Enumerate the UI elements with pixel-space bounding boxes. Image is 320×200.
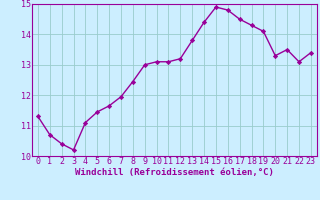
X-axis label: Windchill (Refroidissement éolien,°C): Windchill (Refroidissement éolien,°C) — [75, 168, 274, 177]
